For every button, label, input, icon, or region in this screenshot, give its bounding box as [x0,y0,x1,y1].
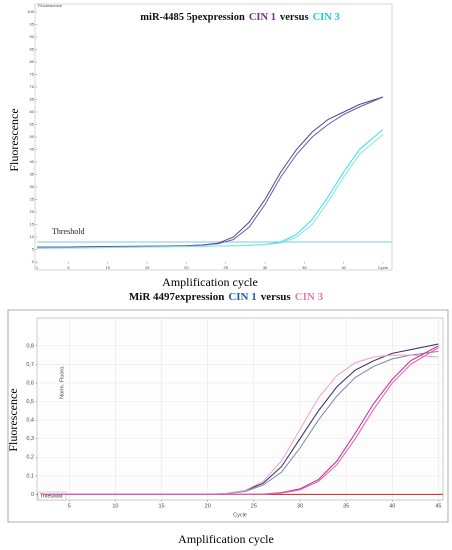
y-tick-label: 80 [30,59,35,64]
x-tick-label: 5 [67,265,70,270]
chart-title: miR-4485 5pexpression CIN 1 versus CIN 3 [140,12,339,23]
plot-area [36,317,444,501]
y-tick-label: 0,3 [26,436,34,442]
threshold-label: Threshold [52,227,84,236]
y-tick-label: 85 [30,47,35,52]
y-tick-label: 35 [30,172,35,177]
y-axis-label: Fluorescence [6,388,20,451]
y-tick-label: 0,5 [26,399,34,405]
x-tick-label: 35 [343,503,349,509]
curve [36,134,384,249]
y-tick-label: 20 [30,209,35,214]
title-part: CIN 3 [313,12,340,23]
y-tick-label: 75 [30,72,35,77]
y-axis-label: Fluorescence [7,108,21,171]
title-part: versus [261,291,292,303]
x-inner-label: Cycle [233,512,247,518]
x-tick-label: 40 [389,503,395,509]
curve [41,347,439,495]
y-tick-label: 0 [31,492,34,498]
x-axis-label: Amplification cycle [178,532,274,546]
x-tick-label: 25 [251,503,257,509]
x-tick-label: 20 [205,503,211,509]
y-tick-label: 60 [30,109,35,114]
title-part: CIN 3 [295,291,324,303]
y-tick-label: 40 [30,159,35,164]
y-inner-label: Fluorescence [38,3,63,8]
x-tick-label: 25 [224,265,229,270]
y-tick-label: 0 [32,259,35,264]
x-tick-label: 15 [159,503,165,509]
y-tick-label: 15 [30,222,35,227]
x-tick-label: 30 [297,503,303,509]
threshold-box [37,491,67,501]
threshold-label: Threshold [40,493,62,499]
x-tick-label: 40 [341,265,346,270]
y-tick-label: 10 [30,234,35,239]
x-axis-label: Amplification cycle [162,275,258,289]
title-part: CIN 1 [228,291,256,303]
y-tick-label: 30 [30,184,35,189]
y-tick-label: 0,1 [26,473,34,479]
title-part: CIN 1 [249,12,276,23]
y-tick-label: 5 [32,247,35,252]
x-tick-label: Cycle [378,265,389,270]
title-part: versus [280,12,309,23]
plot-frame [34,3,393,271]
title-part: MiR 4497expression [129,291,224,303]
y-tick-label: 0,4 [26,418,34,424]
x-tick-label: 45 [435,503,441,509]
x-tick-label: 10 [106,265,111,270]
x-tick-label: 35 [302,265,307,270]
title-part: miR-4485 5pexpression [140,12,245,23]
chart-title: MiR 4497expression CIN 1 versus CIN 3 [129,291,324,303]
y-tick-label: 45 [30,147,35,152]
y-tick-label: 65 [30,97,35,102]
x-tick-label: 20 [184,265,189,270]
y-tick-label: 25 [30,197,35,202]
y-tick-label: 95 [30,22,35,27]
y-inner-label: Norm. Fluoro. [59,365,65,399]
x-tick-label: 30 [263,265,268,270]
y-tick-label: 0,6 [26,380,34,386]
y-tick-label: 100 [27,9,34,14]
x-tick-label: 15 [145,265,150,270]
x-tick-label: 5 [68,503,71,509]
y-tick-label: 0,2 [26,455,34,461]
x-tick-label: 10 [112,503,118,509]
x-tick-label: 1 [36,265,39,270]
y-tick-label: 0,7 [26,362,34,368]
y-tick-label: 55 [30,122,35,127]
curve [37,96,384,248]
y-tick-label: 50 [30,134,35,139]
y-tick-label: 0,8 [26,343,34,349]
y-tick-label: 70 [30,84,35,89]
y-tick-label: 90 [30,34,35,39]
